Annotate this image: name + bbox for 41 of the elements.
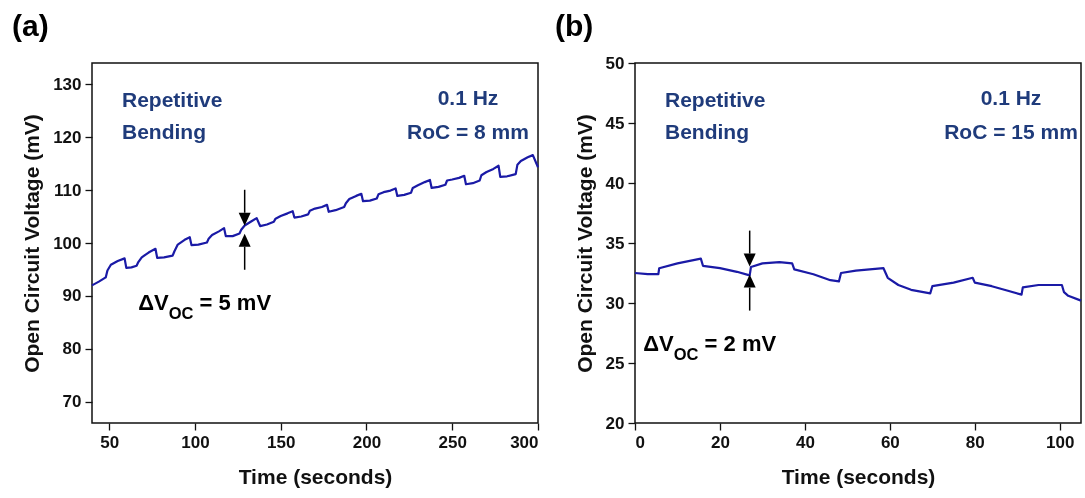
line-series	[90, 154, 540, 287]
x-tick-label: 250	[438, 432, 467, 452]
annotation: RoC = 8 mm	[407, 120, 529, 143]
y-tick-label: 70	[62, 392, 82, 412]
annotation: Repetitive Bending	[665, 88, 766, 143]
y-axis-title: Open Circuit Voltage (mV)	[20, 114, 44, 373]
x-tick-label: 300	[510, 432, 539, 452]
y-tick-label: 80	[62, 339, 82, 359]
y-tick-label: 20	[605, 413, 625, 433]
annotation: RoC = 15 mm	[944, 120, 1078, 143]
x-tick-label: 200	[352, 432, 382, 452]
x-tick-label: 100	[181, 432, 210, 452]
chart-title: (a)	[12, 9, 49, 42]
chart-title: (b)	[555, 9, 594, 42]
y-tick-label: 120	[53, 127, 82, 147]
annotation: 0.1 Hz	[980, 86, 1042, 109]
x-tick-label: 20	[710, 432, 730, 452]
y-tick-label: 50	[605, 53, 625, 73]
x-tick-label: 80	[965, 432, 985, 452]
annotation: ΔV$_{OC}$ = 2 mV	[643, 330, 777, 363]
x-tick-label: 0	[635, 432, 645, 452]
x-axis-title: Time (seconds)	[238, 464, 393, 488]
y-tick-label: 40	[605, 173, 625, 193]
x-tick-label: 50	[100, 432, 120, 452]
annotation: 0.1 Hz	[437, 86, 499, 109]
x-tick-label: 100	[1046, 432, 1075, 452]
y-tick-label: 45	[605, 113, 625, 133]
y-tick-label: 130	[53, 74, 82, 94]
x-tick-label: 150	[267, 432, 296, 452]
y-tick-label: 110	[54, 180, 82, 200]
y-axis-title: Open Circuit Voltage (mV)	[572, 114, 596, 373]
y-tick-label: 25	[605, 353, 625, 373]
y-tick-label: 90	[62, 286, 82, 306]
y-tick-label: 100	[53, 233, 82, 253]
annotation: Repetitive Bending	[122, 88, 223, 143]
x-axis-title: Time (seconds)	[781, 464, 936, 488]
x-tick-label: 60	[880, 432, 900, 452]
annotation: ΔV$_{OC}$ = 5 mV	[138, 289, 272, 322]
y-tick-label: 30	[605, 293, 625, 313]
y-tick-label: 35	[605, 233, 625, 253]
x-tick-label: 40	[795, 432, 815, 452]
